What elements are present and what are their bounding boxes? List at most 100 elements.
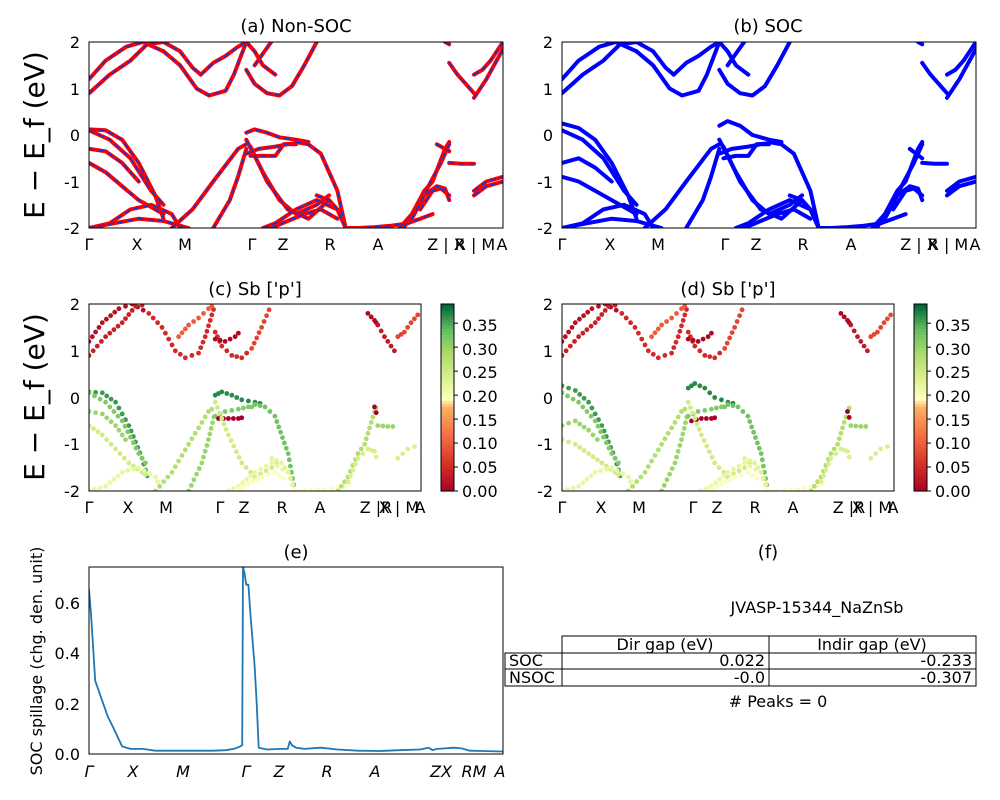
projection-point: [609, 465, 615, 470]
projection-point: [875, 329, 880, 335]
projection-point: [584, 327, 590, 333]
projection-point: [130, 440, 136, 446]
projection-point: [249, 404, 255, 410]
projection-point: [350, 467, 356, 473]
projection-point: [620, 471, 626, 477]
projection-point: [372, 448, 377, 454]
colorbar-segment: [441, 360, 454, 364]
projection-point: [279, 460, 284, 466]
x-tick-label: Γ: [242, 762, 252, 781]
projection-point: [826, 461, 831, 467]
projection-point: [782, 488, 787, 491]
colorbar-segment: [441, 419, 454, 424]
projection-point: [353, 461, 358, 467]
projection-point: [614, 468, 620, 474]
projection-point: [580, 404, 586, 410]
projection-point: [623, 315, 629, 321]
projection-point: [650, 351, 656, 357]
y-tick-label: 0: [543, 389, 553, 408]
projection-point: [322, 487, 328, 491]
projection-point: [707, 390, 713, 396]
band-line: [89, 148, 140, 183]
projection-point: [835, 441, 840, 447]
projection-point: [885, 316, 890, 322]
projection-point: [848, 322, 854, 328]
colorbar-segment: [441, 372, 454, 377]
projection-point: [329, 486, 334, 491]
projection-point: [840, 425, 845, 431]
projection-point: [212, 336, 218, 342]
colorbar-segment: [914, 441, 927, 445]
colorbar-tick-label: 0.10: [462, 434, 498, 453]
colorbar-segment: [441, 375, 454, 380]
projection-point: [221, 421, 227, 427]
x-tick-label: Γ: [216, 498, 225, 517]
y-tick-label: -1: [537, 435, 553, 454]
projection-point: [737, 313, 742, 319]
colorbar-segment: [914, 400, 927, 405]
projection-point: [107, 330, 113, 336]
colorbar-tick-label: 0.05: [462, 458, 498, 477]
panel-b-frame: [561, 41, 977, 229]
colorbar-segment: [914, 459, 927, 464]
projection-point: [599, 312, 605, 317]
projection-point: [201, 311, 206, 316]
projection-point: [119, 418, 125, 424]
projection-point: [219, 343, 225, 349]
table-cell-value: 0.022: [719, 651, 765, 670]
colorbar-segment: [914, 375, 927, 380]
projection-point: [309, 488, 314, 491]
projection-point: [176, 458, 182, 464]
projection-point: [846, 415, 852, 420]
x-tick-label: R: [324, 235, 335, 254]
x-tick-label: Γ: [85, 498, 94, 517]
band-line: [473, 180, 503, 197]
projection-point: [682, 312, 688, 318]
projection-point: [249, 346, 255, 351]
colorbar-segment: [441, 487, 454, 492]
band-line: [642, 142, 722, 228]
projection-point: [259, 474, 264, 480]
projection-point: [616, 472, 621, 477]
x-tick-label: M: [176, 762, 190, 781]
colorbar-segment: [914, 413, 927, 417]
projection-point: [636, 330, 641, 336]
colorbar-segment: [441, 347, 454, 352]
projection-point: [94, 343, 100, 349]
projection-point: [679, 323, 684, 329]
colorbar-segment: [914, 484, 927, 489]
projection-point: [115, 323, 121, 329]
y-tick-label: 0: [543, 126, 553, 145]
colorbar-segment: [441, 350, 454, 355]
table-cell: [768, 668, 977, 687]
projection-point: [239, 355, 245, 361]
projection-point: [189, 436, 195, 442]
panel-c-colorbar-ticks: 0.35 0.30 0.25 0.20 0.15 0.10 0.05 0.00: [462, 316, 498, 501]
projection-point: [234, 354, 240, 359]
colorbar-segment: [441, 391, 454, 395]
colorbar-segment: [441, 422, 454, 427]
projection-point: [685, 329, 691, 335]
projection-point: [566, 329, 571, 335]
band-line: [89, 217, 190, 228]
projection-point: [808, 488, 814, 491]
projection-point: [662, 436, 668, 442]
projection-point: [141, 468, 147, 474]
projection-point: [699, 488, 704, 491]
projection-point: [122, 423, 128, 429]
colorbar-segment: [441, 322, 454, 327]
y-tick-label: 1: [70, 80, 80, 99]
projection-point: [229, 408, 235, 413]
x-tick-label: R: [276, 498, 287, 517]
band-line: [562, 156, 614, 184]
projection-point: [206, 437, 211, 442]
colorbar-segment: [914, 469, 927, 473]
colorbar-segment: [441, 335, 454, 339]
projection-point: [182, 355, 188, 361]
colorbar-segment: [914, 487, 927, 492]
projection-point: [196, 350, 202, 356]
projection-point: [603, 466, 609, 472]
panel-c-colorbar: [440, 303, 458, 492]
colorbar-tick-label: 0.05: [935, 458, 971, 477]
projection-point: [788, 487, 794, 491]
